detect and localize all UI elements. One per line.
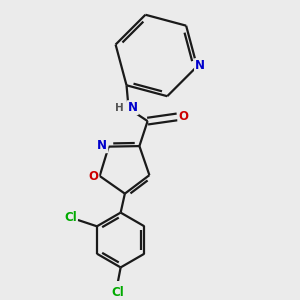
Text: N: N (98, 139, 107, 152)
Text: O: O (88, 169, 98, 182)
Text: O: O (178, 110, 188, 123)
Text: N: N (128, 101, 138, 114)
Text: Cl: Cl (64, 212, 77, 224)
Text: Cl: Cl (111, 286, 124, 299)
Text: N: N (195, 59, 205, 72)
Text: H: H (115, 103, 124, 112)
